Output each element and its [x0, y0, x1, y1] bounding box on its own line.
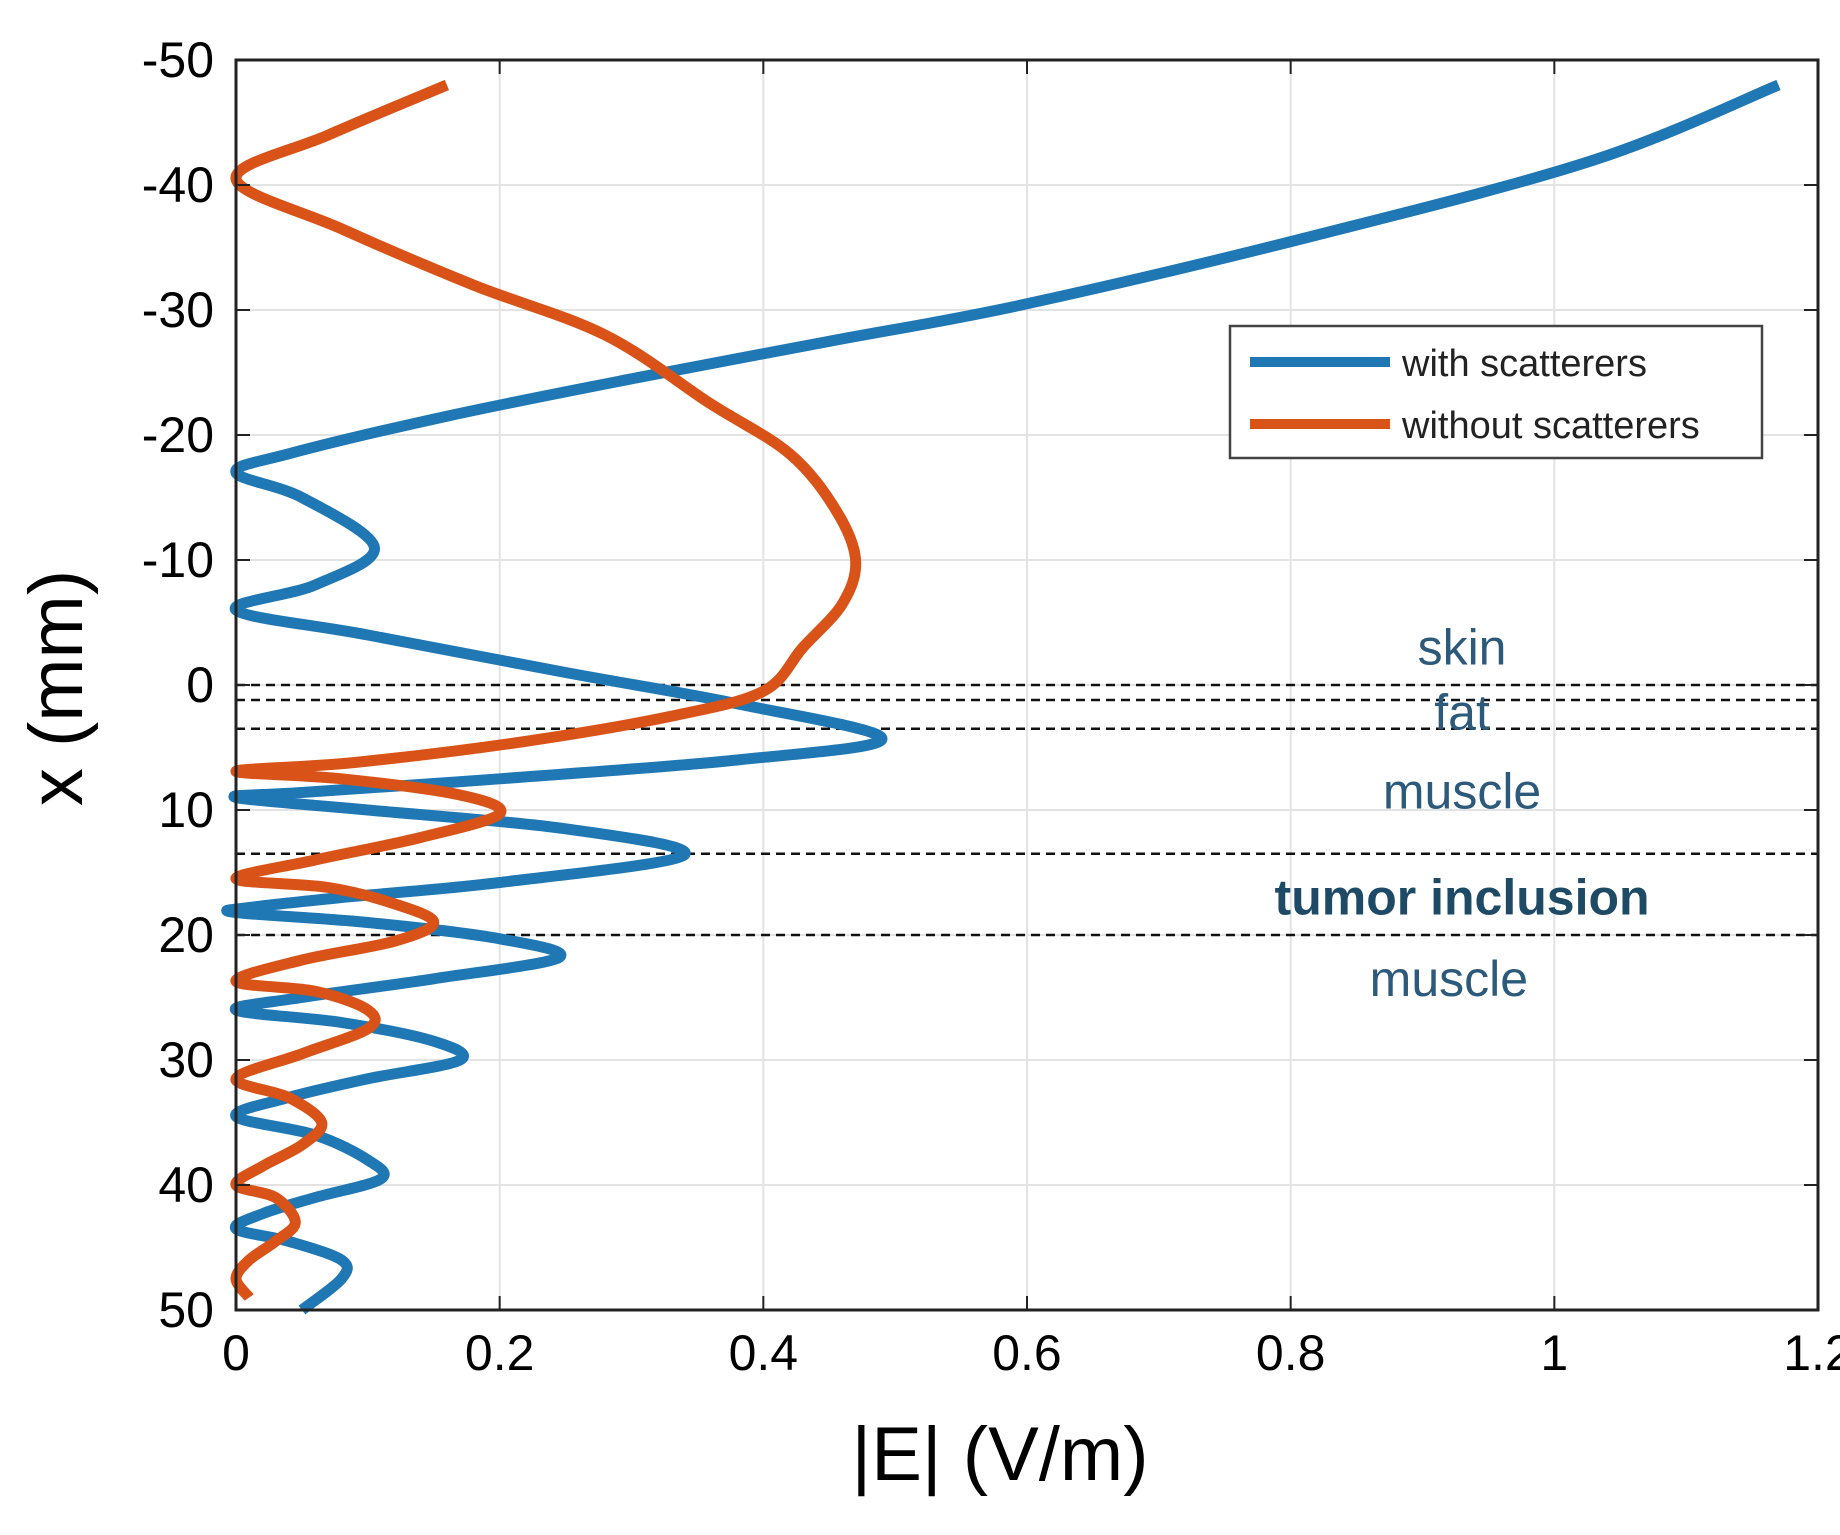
y-tick-label: 40	[158, 1157, 214, 1213]
y-tick-label: 0	[186, 657, 214, 713]
region-label: tumor inclusion	[1275, 870, 1650, 926]
legend-label-without-scatterers: without scatterers	[1401, 405, 1700, 447]
y-tick-label: -30	[142, 282, 214, 338]
grid-lines	[235, 59, 1819, 1311]
x-tick-label: 0.4	[729, 1325, 799, 1381]
legend: with scatterers without scatterers	[1228, 324, 1764, 460]
y-axis-title: x (mm)	[14, 570, 99, 806]
y-tick-label: -40	[142, 157, 214, 213]
x-tick-label: 0.6	[992, 1325, 1062, 1381]
y-tick-label: 20	[158, 907, 214, 963]
y-tick-label: 30	[158, 1032, 214, 1088]
y-tick-label: 50	[158, 1282, 214, 1338]
series-lines	[221, 79, 1781, 1315]
x-axis-title: |E| (V/m)	[851, 1412, 1148, 1497]
y-tick-label: -50	[142, 32, 214, 88]
x-tick-label: 0.2	[465, 1325, 535, 1381]
legend-box	[1228, 324, 1764, 460]
region-label: fat	[1434, 685, 1490, 741]
x-tick-label: 1.2	[1783, 1325, 1840, 1381]
x-tick-label: 0.8	[1256, 1325, 1326, 1381]
series-without-scatterers	[230, 79, 862, 1302]
region-label: muscle	[1383, 763, 1541, 819]
x-tick-label: 1	[1540, 1325, 1568, 1381]
y-tick-label: 10	[158, 782, 214, 838]
x-tick-label: 0	[222, 1325, 250, 1381]
legend-label-with-scatterers: with scatterers	[1401, 343, 1647, 385]
region-label: muscle	[1370, 951, 1528, 1007]
axis-ticks	[235, 59, 1819, 1311]
series-with-scatterers	[221, 79, 1781, 1315]
region-annotations: skin fat muscle tumor inclusion muscle	[1275, 620, 1650, 1007]
y-tick-label: -20	[142, 407, 214, 463]
region-label: skin	[1418, 620, 1507, 676]
tick-labels: 0 0.2 0.4 0.6 0.8 1 1.2 -50 -40 -30 -20 -10 0 10 20 30 4…	[142, 32, 1840, 1381]
y-tick-label: -10	[142, 532, 214, 588]
